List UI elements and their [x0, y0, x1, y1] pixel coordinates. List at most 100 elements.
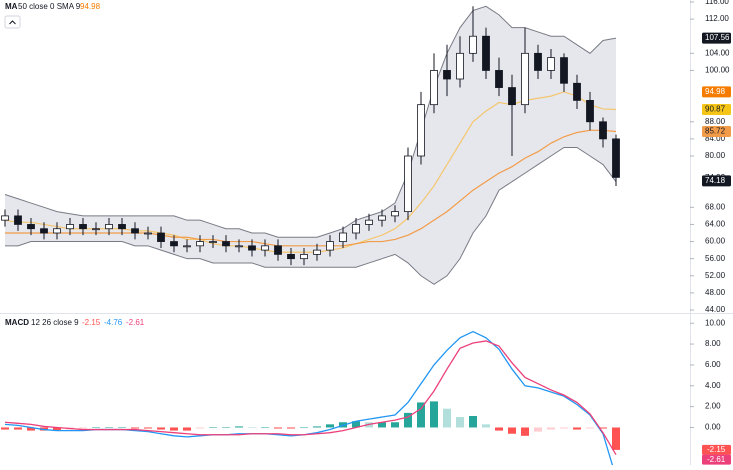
candle-body: [300, 253, 308, 260]
price-tag: [702, 86, 731, 98]
macd-line: [4, 340, 617, 456]
value-tag-label: -2.61: [707, 455, 726, 464]
y-tick-label: 10.00: [705, 318, 726, 327]
histogram-bar: [300, 427, 308, 428]
histogram-bar: [131, 427, 139, 429]
price-tag: [702, 104, 731, 116]
axes: 44.00 48.00 52.00 56.00 60.00 64.00 68.00 80.00…: [690, 0, 731, 465]
candle-body: [430, 70, 438, 106]
candle-body: [222, 241, 230, 247]
y-tick-label: 4.00: [705, 381, 721, 390]
y-tick-label: 56.00: [705, 254, 726, 263]
candle-body: [469, 35, 477, 54]
histogram-bar: [391, 422, 399, 428]
candle-body: [365, 219, 373, 225]
histogram-bar: [586, 427, 594, 429]
candle-body: [235, 245, 243, 248]
histogram-bar: [456, 417, 464, 428]
histogram-bar: [14, 427, 22, 430]
price-tag-label: 107.56: [705, 33, 730, 42]
candle-body: [53, 228, 61, 234]
y-tick-label: 6.00: [705, 360, 721, 369]
value-tag: [702, 444, 731, 455]
histogram-bar: [573, 427, 581, 430]
histogram-bar: [547, 427, 555, 430]
candle-body: [66, 224, 74, 230]
legend-params: 50 close 0 SMA 9: [18, 2, 81, 11]
candle-body: [261, 245, 269, 251]
candle-body: [443, 70, 451, 80]
collapse-button[interactable]: [4, 15, 21, 29]
candle-body: [209, 241, 217, 243]
histogram-bar: [560, 427, 568, 429]
candle-body: [27, 224, 35, 230]
y-tick-label: 52.00: [705, 271, 726, 280]
candle-body: [599, 121, 607, 140]
price-tag: [702, 32, 731, 44]
y-tick-label: 64.00: [705, 220, 726, 229]
price-tag: [702, 175, 731, 187]
candle-body: [508, 87, 516, 106]
histogram-bar: [118, 427, 126, 428]
histogram-bar: [508, 427, 516, 434]
y-tick-label: 84.00: [705, 134, 726, 143]
candle-body: [118, 224, 126, 230]
histogram-bar: [274, 427, 282, 429]
histogram-bar: [378, 422, 386, 428]
price-tag-label: 85.72: [705, 127, 726, 136]
candle-body: [339, 232, 347, 242]
ma-line: [5, 129, 617, 247]
band-lower: [5, 146, 617, 285]
histogram-bar: [612, 427, 620, 450]
histogram-bar: [287, 427, 295, 429]
legend-value: -2.61: [126, 318, 145, 327]
y-tick-label: 8.00: [705, 339, 721, 348]
y-tick-label: 68.00: [705, 202, 726, 211]
legend-value: -4.76: [104, 318, 123, 327]
histogram-bar: [482, 424, 490, 428]
band-upper: [4, 5, 617, 238]
legend-value: -2.15: [82, 318, 101, 327]
candle-body: [105, 224, 113, 230]
price-tag: [702, 126, 731, 138]
candle-body: [378, 215, 386, 221]
legend-name: MA: [5, 2, 18, 11]
histogram-bar: [235, 426, 243, 428]
candle-body: [534, 52, 542, 71]
histogram-bar: [417, 402, 425, 428]
candle-body: [157, 232, 165, 242]
histogram-bar: [27, 427, 35, 431]
price-tag-label: 94.98: [705, 87, 726, 96]
y-tick-label: 88.00: [705, 117, 726, 126]
value-tag: [702, 454, 731, 465]
histogram-bar: [534, 427, 542, 432]
histogram-bar: [313, 426, 321, 428]
candle-body: [352, 224, 360, 234]
y-tick-label: 0.00: [705, 423, 721, 432]
candle-body: [274, 245, 282, 255]
candle-body: [456, 52, 464, 80]
candle-body: [313, 249, 321, 255]
histogram-bar: [1, 427, 9, 430]
y-tick-label: 44.00: [705, 305, 726, 314]
candle-body: [547, 57, 555, 71]
candle-body: [248, 245, 256, 251]
y-tick-label: 112.00: [705, 14, 729, 23]
price-tag-label: 90.87: [705, 105, 726, 114]
chevron-icon: [9, 20, 16, 25]
y-tick-label: 100.00: [705, 66, 730, 75]
candle-body: [495, 70, 503, 88]
candle-body: [586, 99, 594, 123]
y-tick-label: 2.00: [705, 402, 721, 411]
candle-body: [131, 228, 139, 234]
candle-body: [40, 228, 48, 234]
histogram-bar: [521, 427, 529, 436]
candle-body: [79, 224, 87, 230]
histogram-bar: [261, 427, 269, 428]
candle-body: [144, 232, 152, 235]
histogram-bar: [404, 412, 412, 428]
histogram-bar: [469, 416, 477, 428]
histogram-bar: [222, 427, 230, 428]
histogram-bar: [248, 427, 256, 428]
